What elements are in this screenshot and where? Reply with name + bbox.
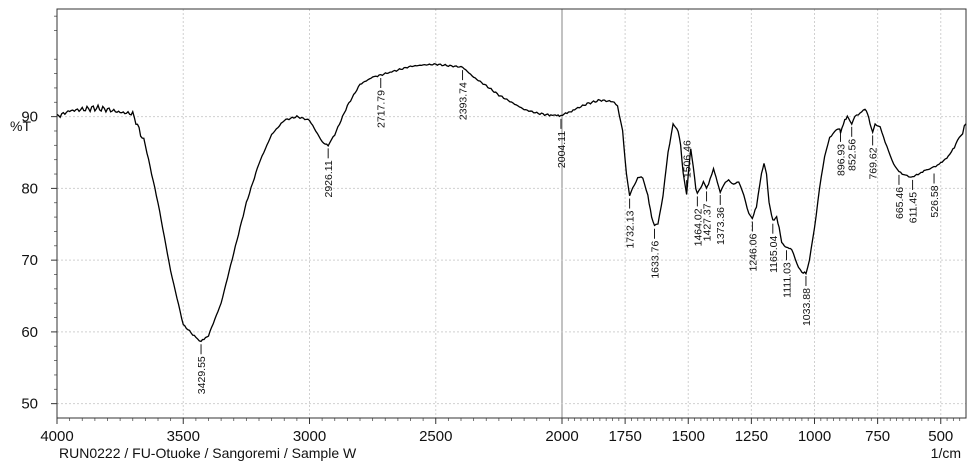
grid-lines [56, 9, 966, 418]
x-tick-label: 2000 [545, 428, 578, 445]
peak-label: 1427.37 [702, 203, 714, 241]
y-tick-label: 90 [21, 109, 38, 126]
peak-label: 1633.76 [649, 241, 661, 279]
peak-label: 1732.13 [625, 210, 637, 248]
y-tick-label: 80 [21, 180, 38, 197]
spectrum-line [56, 63, 967, 343]
peak-label: 1373.36 [715, 207, 727, 245]
peak-label: 2926.11 [323, 160, 335, 197]
peak-label: 2393.74 [458, 82, 470, 120]
peak-label: 1111.03 [781, 262, 793, 298]
plot-frame [56, 8, 967, 419]
peak-label: 611.45 [908, 192, 920, 223]
y-tick-label: 60 [21, 324, 38, 341]
peak-label: 1033.88 [801, 288, 813, 326]
x-tick-label: 1250 [735, 428, 768, 445]
peak-label: 1464.02 [692, 208, 704, 246]
x-tick-label: 1750 [608, 428, 641, 445]
peak-label: 852.56 [847, 139, 859, 171]
x-tick-label: 3000 [293, 428, 326, 445]
x-tick-label: 1000 [798, 428, 831, 445]
peak-label: 1165.04 [768, 236, 780, 273]
peak-label: 3429.55 [196, 356, 208, 394]
axis-text: %T RUN0222 / FU-Otuoke / Sangoremi / Sam… [10, 109, 961, 461]
x-tick-label: 3500 [167, 428, 200, 445]
series-layer [56, 63, 967, 343]
x-axis-unit-label: 1/cm [931, 445, 961, 461]
peak-annotations: 3429.55 2926.11 2717.79 2393.74 2004.11 1732.… [196, 70, 941, 394]
x-tick-label: 1500 [672, 428, 705, 445]
x-tick-label: 750 [865, 428, 890, 445]
peak-label: 526.58 [929, 185, 941, 217]
y-tick-label: 50 [21, 396, 38, 413]
peak-label: 1506.46 [682, 140, 694, 178]
peak-label: 2004.11 [556, 131, 568, 168]
peak-label: 769.62 [868, 147, 880, 179]
peak-label: 1246.06 [747, 233, 759, 271]
y-axis-label: %T [10, 118, 31, 134]
axes [51, 8, 967, 424]
peak-label: 665.46 [894, 187, 906, 219]
x-tick-label: 4000 [40, 428, 73, 445]
y-tick-label: 70 [21, 252, 38, 269]
peak-label: 896.93 [836, 144, 848, 176]
x-tick-label: 500 [928, 428, 953, 445]
peak-label: 2717.79 [376, 90, 388, 128]
sample-caption: RUN0222 / FU-Otuoke / Sangoremi / Sample… [59, 445, 357, 461]
x-tick-label: 2500 [419, 428, 452, 445]
